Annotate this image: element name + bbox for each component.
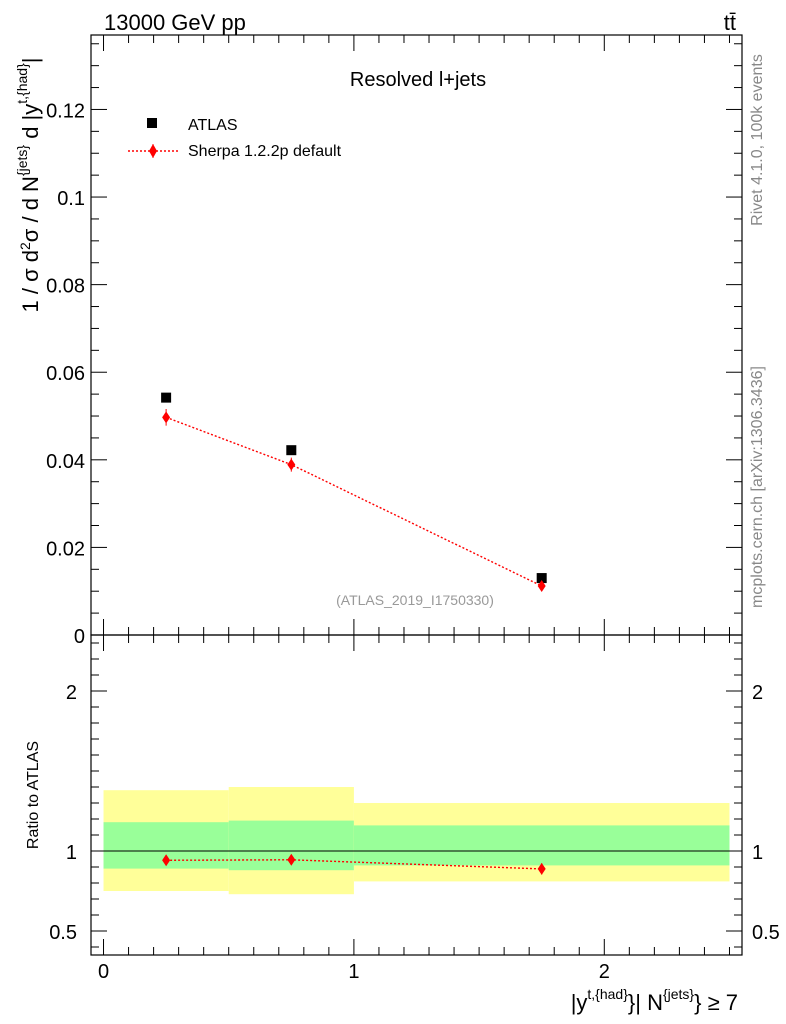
main-ticks bbox=[91, 35, 742, 636]
atlas-point bbox=[536, 573, 547, 584]
energy-label: 13000 GeV pp bbox=[104, 10, 246, 35]
ratio-point bbox=[287, 853, 296, 866]
main-y-tick-labels: 0 0.02 0.04 0.06 0.08 0.1 0.12 bbox=[46, 100, 85, 648]
legend-atlas-marker bbox=[147, 118, 157, 128]
process-label: tt̄ bbox=[724, 10, 736, 35]
ratio-frame bbox=[90, 634, 743, 956]
legend-sherpa-label: Sherpa 1.2.2p default bbox=[188, 143, 342, 160]
ratio-point bbox=[162, 854, 171, 867]
ratio-y-tick-label: 2 bbox=[66, 682, 77, 704]
x-tick-label: 1 bbox=[348, 961, 359, 983]
main-y-tick-label: 0.08 bbox=[46, 276, 85, 298]
sherpa-line bbox=[165, 416, 542, 587]
x-tick-labels: 0 1 2 bbox=[98, 961, 610, 983]
ratio-data-marks bbox=[162, 853, 546, 875]
ratio-y-tick-label-right: 1 bbox=[752, 842, 763, 864]
main-y-tick-label: 0.1 bbox=[57, 188, 85, 210]
main-y-tick-label: 0.12 bbox=[46, 100, 85, 122]
main-y-tick-label: 0.02 bbox=[46, 538, 85, 560]
ratio-band-inner bbox=[353, 825, 730, 866]
main-y-tick-label: 0.06 bbox=[46, 363, 85, 385]
main-y-tick-label: 0 bbox=[74, 626, 85, 648]
main-panel: 0 0.02 0.04 0.06 0.08 0.1 0.12 Resolved l+jets… bbox=[14, 34, 743, 648]
ratio-panel: 0.5 0.5 1 1 2 2 0 1 2 Ratio to ATLAS |yt,{had}}… bbox=[25, 634, 780, 1015]
watermark: (ATLAS_2019_I1750330) bbox=[336, 592, 494, 608]
legend-atlas-label: ATLAS bbox=[188, 117, 238, 134]
main-y-axis-title: 1 / σ d2σ / d N{jets} d |yt,{had}| bbox=[14, 58, 43, 313]
main-title: Resolved l+jets bbox=[350, 69, 486, 91]
atlas-point bbox=[161, 392, 172, 403]
ratio-y-tick-label: 0.5 bbox=[49, 922, 77, 944]
ratio-bands bbox=[103, 787, 730, 895]
ratio-y-tick-label-right: 0.5 bbox=[752, 922, 780, 944]
x-tick-label: 2 bbox=[599, 961, 610, 983]
ratio-y-axis-title: Ratio to ATLAS bbox=[25, 741, 42, 849]
ratio-y-tick-label: 1 bbox=[66, 842, 77, 864]
mcplots-label: mcplots.cern.ch [arXiv:1306.3436] bbox=[749, 366, 766, 608]
ratio-point bbox=[537, 862, 546, 875]
sherpa-point bbox=[287, 458, 296, 471]
x-tick-label: 0 bbox=[98, 961, 109, 983]
ratio-ticks bbox=[91, 635, 742, 955]
x-axis-title: |yt,{had}}| N{jets}} ≥ 7 bbox=[571, 986, 738, 1015]
rivet-label: Rivet 4.1.0, 100k events bbox=[749, 54, 766, 226]
legend-sherpa-marker bbox=[149, 144, 157, 158]
main-y-tick-label: 0.04 bbox=[46, 451, 85, 473]
sherpa-point bbox=[537, 579, 546, 592]
ratio-y-tick-labels: 0.5 0.5 1 1 2 2 bbox=[49, 682, 780, 944]
sherpa-point bbox=[162, 411, 171, 424]
main-data-marks bbox=[161, 392, 547, 592]
atlas-point bbox=[286, 445, 297, 456]
legend: ATLAS Sherpa 1.2.2p default bbox=[128, 117, 342, 160]
ratio-y-tick-label-right: 2 bbox=[752, 682, 763, 704]
